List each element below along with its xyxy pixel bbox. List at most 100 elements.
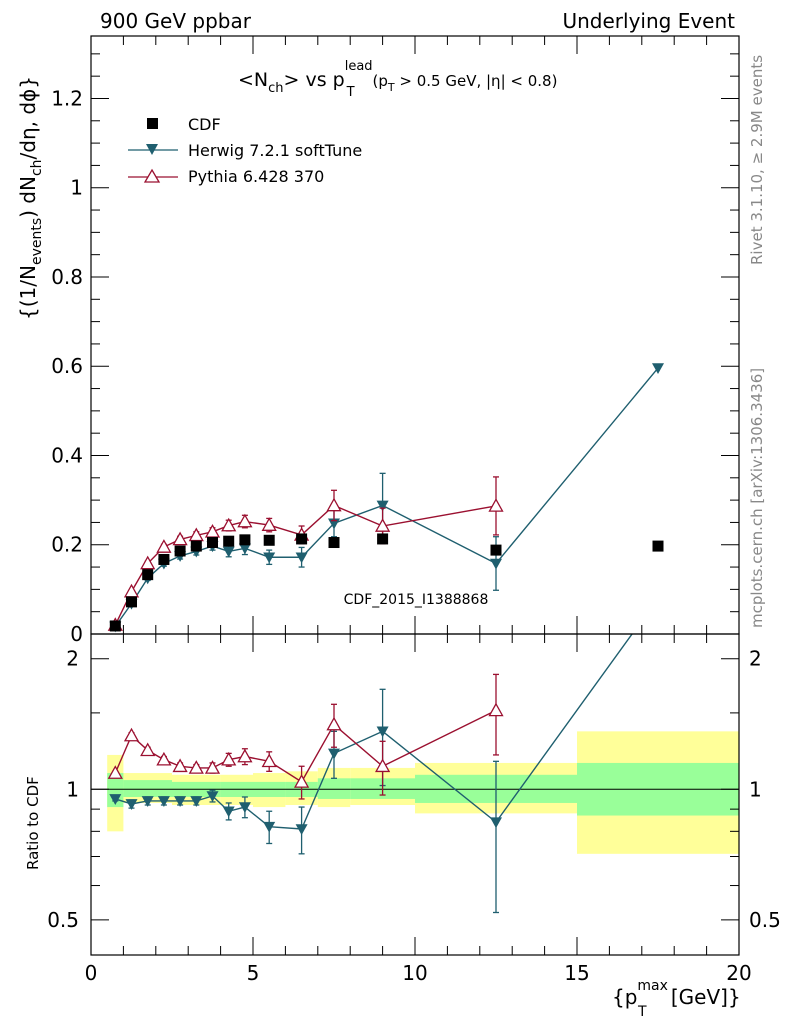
pythia-point [123, 583, 140, 598]
ratio-herwig-point [157, 796, 170, 807]
xtick-label: 5 [247, 961, 260, 985]
y-axis-label: {(1/Nevents) dNch/dη, dϕ} [16, 76, 45, 320]
cdf-point [207, 537, 218, 549]
main-ytick-label: 1.2 [51, 86, 83, 110]
ratio-pythia-point [172, 758, 188, 773]
pythia-point [188, 527, 204, 542]
cdf-point [377, 533, 389, 545]
pythia-point [221, 517, 237, 532]
ratio-herwig-point [109, 794, 122, 805]
title-vs-sup: lead [345, 59, 373, 74]
pythia-point [237, 513, 253, 528]
ratio-pythia-point [326, 716, 342, 731]
xlabel-b: [GeV]} [665, 985, 741, 1009]
legend-marker-cdf [147, 118, 158, 129]
pythia-point [204, 523, 221, 538]
title-vs-sub: T [346, 85, 355, 100]
herwig-point [490, 558, 502, 570]
cdf-point [328, 537, 340, 549]
pythia-point [374, 518, 391, 532]
herwig-point [295, 552, 308, 564]
ratio-herwig-point [190, 796, 203, 807]
ratio-herwig-point [328, 748, 340, 760]
ratio-axis-label: Ratio to CDF [24, 776, 42, 870]
header-right: Underlying Event [562, 9, 735, 33]
ratio-pythia-point [488, 702, 504, 717]
ratio-pythia-point [107, 765, 123, 779]
ratio-herwig-point [141, 796, 154, 807]
ylabel-b-sub: ch [29, 159, 45, 176]
cdf-point [109, 620, 121, 632]
legend-marker-pythia [143, 168, 161, 183]
legend-label-herwig: Herwig 7.2.1 softTune [188, 141, 362, 160]
ratio-pythia-point [204, 760, 221, 774]
xlabel-a-sup: max [637, 978, 668, 994]
cdf-point [126, 596, 137, 608]
main-ytick-label: 0.8 [51, 265, 83, 289]
pythia-point [156, 539, 172, 553]
main-data-marks [107, 363, 664, 633]
legend-label-cdf: CDF [188, 115, 221, 134]
cdf-point [239, 534, 251, 546]
herwig-line [114, 367, 659, 627]
cdf-point [174, 545, 186, 557]
ratio-pythia-point [140, 742, 156, 757]
legend-label-pythia: Pythia 6.428 370 [188, 167, 324, 186]
ratio-axis-ticks: 0 5 10 15 20 0.5 0.5 1 1 2 2 [47, 634, 781, 985]
cdf-point [296, 533, 308, 545]
title-cut-open: (p [373, 72, 388, 90]
band-inner-6 [317, 778, 351, 799]
ratio-herwig-point [206, 791, 219, 803]
ylabel-a: {(1/N [16, 265, 40, 320]
ratio-pythia-point [293, 774, 310, 788]
title-cut-rest: > 0.5 GeV, |η| < 0.8) [395, 72, 558, 90]
main-ytick-label: 0 [70, 622, 83, 646]
xtick-label: 0 [85, 961, 98, 985]
ratio-herwig-point [222, 806, 235, 818]
main-axis-ticks: 0 0.2 0.4 0.6 0.8 1 1.2 [51, 36, 740, 646]
watermark: CDF_2015_I1388868 [344, 592, 489, 608]
title-main-sub: ch [268, 81, 283, 96]
ratio-ytick-label: 0.5 [47, 908, 79, 932]
ratio-herwig-point [376, 726, 389, 738]
x-axis-label: {pmax T [GeV]} [612, 978, 741, 1020]
ratio-ytick-label: 1 [66, 777, 79, 801]
xtick-label: 15 [564, 961, 589, 985]
ylabel-a-sub: events [29, 218, 45, 265]
cdf-point [223, 535, 235, 547]
ratio-pythia-point [156, 751, 172, 766]
main-ytick-label: 0.6 [51, 354, 83, 378]
ratio-pythia-point [221, 751, 237, 766]
ratio-pythia-point [188, 760, 204, 774]
mcplots-label: mcplots.cern.ch [arXiv:1306.3436] [748, 368, 766, 628]
ratio-herwig-point [295, 824, 308, 835]
cdf-point [158, 553, 170, 565]
ylabel-b: ) dN [16, 176, 40, 218]
xlabel-a: {p [612, 985, 637, 1009]
pythia-point [326, 497, 342, 512]
band-inner-0 [107, 773, 124, 808]
cdf-point [652, 540, 664, 552]
pythia-point [140, 555, 156, 570]
cdf-point [142, 569, 154, 581]
ratio-herwig-point [263, 821, 276, 833]
xtick-label: 20 [726, 961, 751, 985]
ratio-pythia-point [261, 753, 277, 768]
band-inner-1 [123, 780, 172, 797]
ylabel-c: /dη, dϕ} [16, 76, 40, 159]
ratio-plot-frame [90, 633, 740, 956]
ratio-herwig-point [174, 796, 187, 807]
herwig-point [652, 363, 664, 375]
herwig-point [238, 543, 251, 555]
ratio-data-marks [107, 633, 633, 914]
title-cut-sub: T [387, 81, 395, 94]
ratio-pythia-point [374, 758, 391, 773]
cdf-point [190, 540, 202, 552]
ratio-ytick-label-right: 2 [749, 647, 762, 671]
ratio-ytick-label: 2 [66, 647, 79, 671]
rivet-label: Rivet 3.1.10, ≥ 2.9M events [748, 55, 766, 265]
main-ytick-label: 1 [70, 176, 83, 200]
xtick-label: 10 [402, 961, 427, 985]
herwig-point [222, 546, 235, 558]
